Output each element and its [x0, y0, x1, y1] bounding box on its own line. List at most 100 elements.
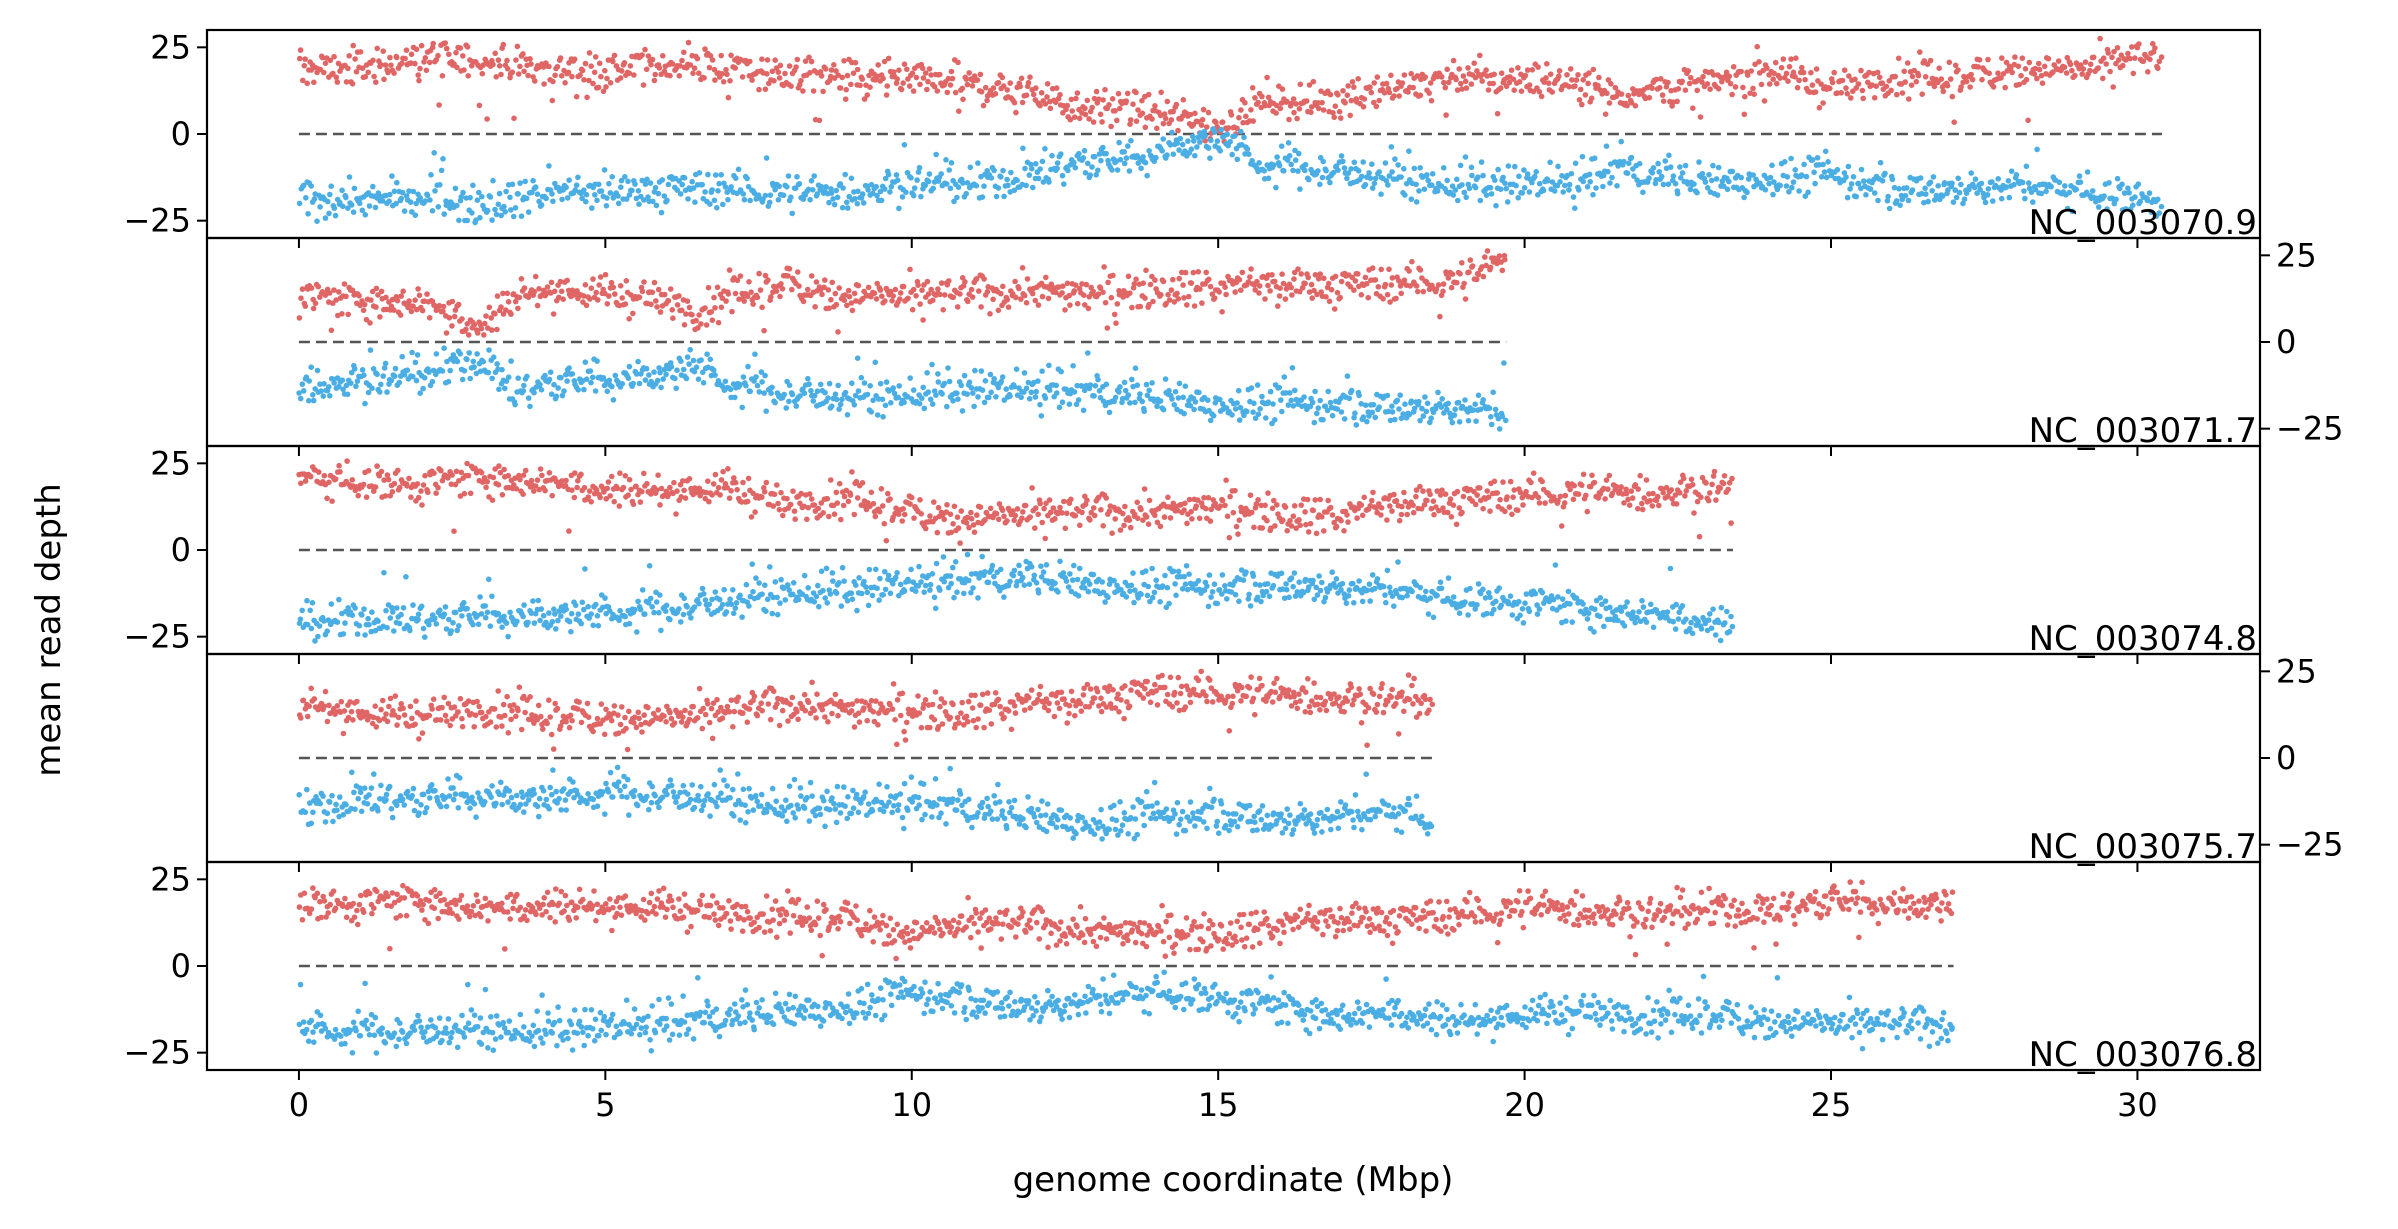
lower-point: [399, 353, 406, 360]
lower-point: [1445, 400, 1451, 407]
upper-point: [422, 55, 429, 61]
lower-point: [559, 392, 566, 399]
upper-point: [679, 307, 685, 314]
lower-point: [920, 384, 926, 391]
lower-point: [1217, 396, 1223, 403]
upper-point: [907, 266, 913, 273]
lower-point: [406, 188, 412, 194]
lower-point: [1018, 394, 1024, 401]
upper-point: [1039, 293, 1046, 300]
lower-point: [755, 192, 762, 198]
upper-point: [1454, 87, 1461, 93]
lower-point: [1278, 397, 1284, 403]
upper-point: [299, 286, 306, 292]
upper-point: [1741, 111, 1748, 118]
upper-point: [355, 492, 362, 499]
lower-point: [644, 176, 650, 183]
upper-point: [1913, 78, 1920, 85]
upper-point: [1328, 286, 1335, 293]
lower-point: [1364, 418, 1370, 425]
upper-point: [573, 93, 580, 100]
upper-point: [499, 492, 506, 498]
lower-point: [1960, 200, 1966, 207]
upper-point: [1336, 108, 1343, 115]
lower-point: [1271, 162, 1277, 168]
lower-point: [459, 376, 466, 383]
upper-point: [839, 74, 845, 81]
upper-point: [1256, 283, 1263, 289]
upper-point: [717, 492, 723, 498]
upper-point: [977, 71, 984, 78]
upper-point: [1479, 78, 1485, 84]
lower-point: [543, 195, 549, 202]
upper-point: [1293, 101, 1299, 107]
lower-point: [391, 373, 398, 380]
lower-point: [633, 371, 640, 377]
lower-point: [1005, 182, 1011, 189]
lower-point: [1366, 170, 1372, 176]
upper-point: [1108, 294, 1115, 301]
upper-point: [857, 82, 863, 89]
upper-point: [496, 463, 502, 469]
lower-point: [589, 205, 595, 211]
lower-point: [318, 388, 324, 394]
lower-point: [538, 387, 545, 393]
lower-point: [563, 371, 569, 378]
upper-point: [590, 276, 596, 282]
lower-point: [1789, 184, 1795, 191]
lower-point: [1402, 401, 1408, 408]
upper-point: [1344, 92, 1351, 98]
lower-point: [789, 391, 796, 398]
upper-point: [1181, 507, 1187, 513]
lower-point: [1001, 193, 1007, 200]
lower-point: [1327, 399, 1334, 406]
upper-point: [483, 313, 489, 319]
upper-point: [479, 70, 486, 77]
upper-point: [602, 271, 609, 278]
upper-point: [1518, 88, 1525, 94]
lower-point: [1059, 399, 1066, 406]
upper-point: [808, 273, 815, 279]
upper-point: [1665, 79, 1671, 86]
upper-point: [531, 288, 538, 295]
upper-point: [622, 473, 629, 479]
upper-point: [812, 304, 818, 310]
lower-point: [1360, 414, 1367, 420]
lower-point: [1330, 169, 1337, 176]
upper-point: [440, 308, 446, 315]
lower-point: [410, 373, 416, 380]
upper-point: [1035, 511, 1041, 518]
upper-point: [1761, 98, 1768, 104]
upper-point: [1173, 101, 1180, 108]
upper-point: [1127, 290, 1133, 297]
upper-point: [498, 304, 504, 310]
lower-point: [1982, 199, 1989, 206]
upper-point: [1751, 91, 1757, 97]
lower-point: [1288, 161, 1294, 168]
lower-point: [1477, 406, 1484, 413]
lower-point: [1984, 192, 1991, 198]
lower-point: [433, 351, 440, 357]
lower-point: [945, 365, 951, 371]
upper-point: [1951, 119, 1957, 125]
upper-point: [527, 56, 533, 62]
upper-point: [1613, 93, 1620, 100]
upper-point: [845, 287, 852, 294]
upper-point: [494, 293, 501, 299]
upper-point: [497, 469, 504, 476]
upper-point: [880, 503, 886, 509]
lower-point: [1004, 176, 1010, 183]
lower-point: [828, 186, 834, 192]
lower-point: [1591, 155, 1598, 161]
upper-point: [595, 297, 601, 303]
upper-point: [465, 73, 472, 79]
upper-point: [1035, 302, 1042, 308]
lower-point: [991, 376, 997, 382]
lower-point: [1146, 387, 1152, 394]
lower-point: [761, 390, 767, 396]
lower-point: [1176, 147, 1182, 153]
upper-point: [1659, 92, 1666, 98]
upper-point: [1197, 286, 1203, 292]
upper-point: [977, 504, 984, 510]
